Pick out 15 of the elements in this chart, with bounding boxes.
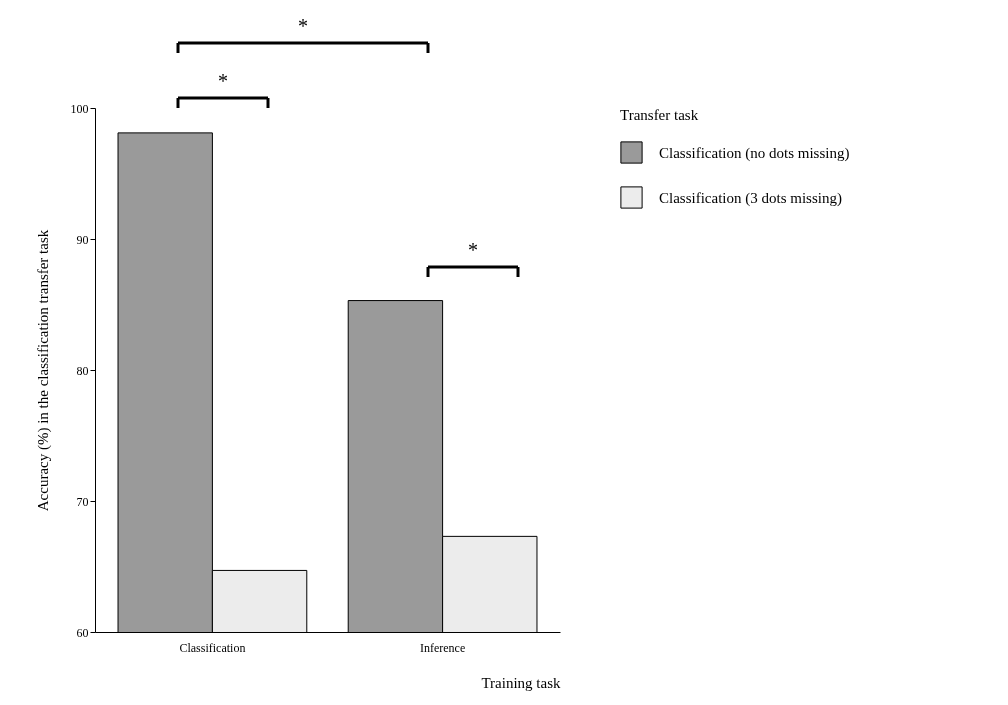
y-tick-label: 100: [70, 101, 89, 116]
legend-title: Transfer task: [620, 107, 699, 123]
annotation: *: [468, 239, 478, 261]
text: *: [218, 70, 228, 92]
text: *: [298, 15, 308, 37]
y-axis-title: Accuracy (%) in the classification transfer task: [34, 229, 52, 512]
x-tick-label: Classification: [179, 640, 246, 655]
x-axis-title: Training task: [481, 674, 561, 691]
y-tick-label: 90: [76, 232, 89, 247]
y-tick-label: 70: [76, 494, 89, 509]
y-tick-label: 60: [76, 625, 89, 640]
legend-label: Classification (3 dots missing): [659, 189, 842, 207]
legend-label: Classification (no dots missing): [659, 144, 850, 162]
x-tick-label: Inference: [419, 640, 466, 655]
y-tick-label: 80: [76, 363, 89, 378]
